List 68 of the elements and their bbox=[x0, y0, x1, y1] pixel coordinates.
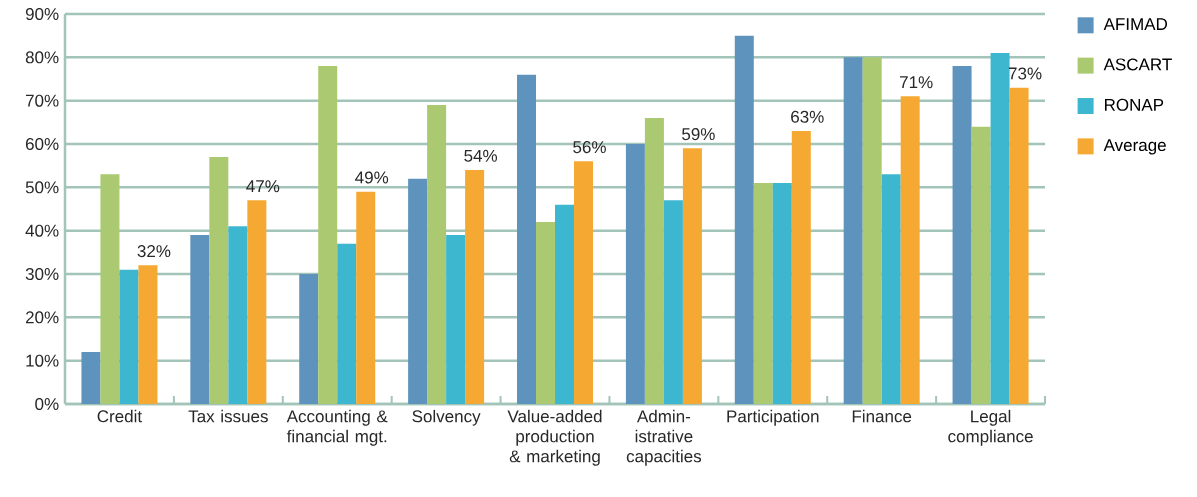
data-label: 54% bbox=[464, 149, 498, 162]
bar bbox=[138, 265, 158, 404]
x-tick-label: Legal compliance bbox=[948, 409, 1033, 446]
data-label: 32% bbox=[137, 245, 171, 258]
bar bbox=[900, 96, 920, 404]
bar bbox=[990, 53, 1010, 404]
bar bbox=[190, 235, 210, 404]
bar bbox=[100, 174, 120, 404]
y-tick-label: 50% bbox=[25, 181, 59, 194]
bar bbox=[1009, 87, 1029, 404]
data-label: 73% bbox=[1008, 67, 1042, 80]
x-tick-label: Value-added production & marketing bbox=[507, 409, 602, 466]
data-label: 71% bbox=[900, 76, 933, 89]
bar bbox=[971, 126, 991, 404]
x-tick-label: Tax issues bbox=[188, 409, 268, 423]
bar bbox=[772, 183, 792, 404]
bar bbox=[555, 204, 575, 404]
x-tick-label: Participation bbox=[727, 409, 819, 426]
y-tick-label: 80% bbox=[25, 51, 59, 64]
bar bbox=[427, 105, 447, 404]
y-tick-label: 60% bbox=[25, 137, 59, 151]
y-tick-label: 0% bbox=[35, 397, 59, 411]
bar bbox=[517, 74, 537, 404]
bar bbox=[446, 235, 466, 404]
bar bbox=[228, 226, 248, 404]
bar bbox=[791, 131, 811, 404]
bar bbox=[881, 174, 901, 404]
x-tick-label: Finance bbox=[852, 409, 912, 423]
bar bbox=[408, 178, 428, 404]
bar bbox=[753, 183, 773, 404]
x-tick-label: Accounting & financial mgt. bbox=[286, 409, 388, 446]
data-label: 49% bbox=[355, 171, 389, 184]
bar bbox=[356, 191, 376, 404]
bar bbox=[952, 66, 972, 404]
bar bbox=[625, 144, 645, 404]
data-label: 63% bbox=[791, 110, 824, 123]
y-tick-label: 70% bbox=[25, 94, 59, 107]
data-label: 59% bbox=[682, 128, 715, 141]
bar bbox=[465, 170, 485, 404]
y-tick-label: 10% bbox=[26, 354, 59, 367]
x-tick-label: Credit bbox=[97, 409, 142, 423]
bar bbox=[862, 57, 882, 404]
legend-label: RONAP bbox=[1104, 98, 1164, 111]
bar bbox=[663, 200, 683, 404]
bar bbox=[318, 66, 338, 404]
y-tick-label: 40% bbox=[25, 224, 59, 237]
y-tick-label: 30% bbox=[25, 267, 59, 281]
bar bbox=[644, 118, 664, 404]
bar bbox=[734, 35, 754, 404]
bar bbox=[209, 157, 229, 404]
bar bbox=[119, 269, 139, 404]
bar bbox=[536, 222, 556, 404]
y-tick-label: 90% bbox=[25, 7, 59, 21]
bar bbox=[247, 200, 267, 404]
legend-label: AFIMAD bbox=[1103, 18, 1168, 30]
y-tick-label: 20% bbox=[25, 311, 59, 324]
bar bbox=[81, 352, 101, 404]
x-tick-label: Admin-istrative capacities bbox=[626, 409, 702, 466]
bar bbox=[337, 243, 357, 404]
bar bbox=[299, 274, 319, 404]
data-label: 47% bbox=[246, 180, 280, 193]
x-tick-label: Solvency bbox=[412, 409, 481, 426]
legend-label: Average bbox=[1103, 139, 1166, 155]
data-label: 56% bbox=[573, 141, 606, 154]
legend-label: ASCART bbox=[1103, 58, 1172, 71]
bar bbox=[574, 161, 594, 404]
bar bbox=[682, 148, 702, 404]
bar bbox=[843, 57, 863, 404]
